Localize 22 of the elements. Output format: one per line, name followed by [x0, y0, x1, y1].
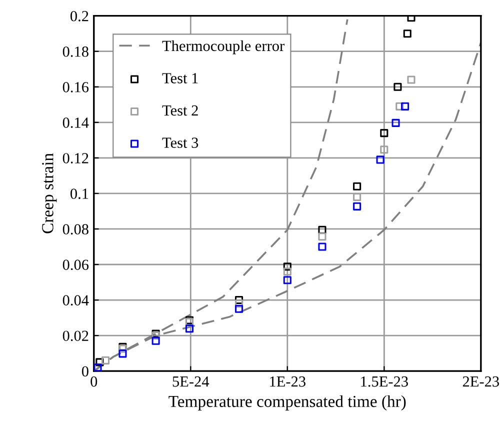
y-tick-label: 0.12: [62, 153, 88, 164]
y-tick-label: 0.2: [70, 10, 88, 22]
y-tick-label: 0.1: [70, 188, 88, 199]
x-axis-title: Temperature compensated time (hr): [168, 395, 406, 410]
x-tick-label: 1E-23: [270, 376, 306, 387]
y-tick-label: 0.18: [62, 46, 88, 57]
y-tick-label: 0.02: [62, 330, 88, 342]
x-tick-label: 5E-24: [172, 376, 210, 387]
y-tick-label: 0.08: [62, 224, 88, 234]
x-tick-label: 1.5E-23: [361, 376, 408, 387]
x-tick-label: 0: [90, 376, 98, 387]
legend-label: Test 1: [162, 73, 198, 84]
legend-label: Test 2: [162, 105, 198, 116]
y-axis-title: Creep strain: [42, 153, 57, 234]
y-tick-label: 0.14: [62, 118, 89, 128]
y-tick-label: 0.16: [62, 82, 89, 92]
y-tick-label: 0: [82, 366, 88, 377]
y-tick-label: 0.06: [62, 260, 89, 270]
y-tick-label: 0.04: [62, 295, 89, 306]
legend-label: Test 3: [162, 138, 198, 148]
x-tick-label: 2E-23: [462, 376, 499, 387]
legend-label: Thermocouple error: [162, 40, 284, 54]
